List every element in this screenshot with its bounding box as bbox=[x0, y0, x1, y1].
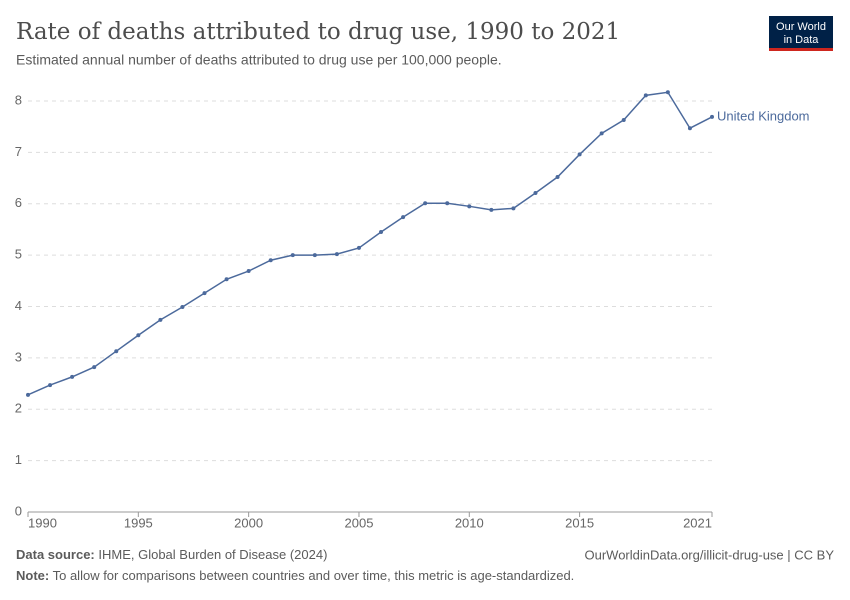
point bbox=[621, 118, 626, 123]
x-tick-label: 2015 bbox=[565, 515, 594, 530]
point bbox=[224, 277, 229, 282]
y-tick-label: 1 bbox=[15, 452, 22, 467]
y-tick-label: 6 bbox=[15, 195, 22, 210]
note-label: Note: bbox=[16, 568, 49, 583]
y-tick-label: 8 bbox=[15, 92, 22, 107]
point bbox=[577, 152, 582, 157]
point bbox=[70, 374, 75, 379]
url[interactable]: OurWorldinData.org/illicit-drug-use | CC… bbox=[585, 547, 835, 562]
logo-text: in Data bbox=[784, 34, 820, 46]
x-tick-label: 1990 bbox=[28, 515, 57, 530]
point bbox=[489, 207, 494, 212]
point bbox=[511, 206, 516, 211]
chart-title: Rate of deaths attributed to drug use, 1… bbox=[16, 19, 620, 45]
y-tick-label: 4 bbox=[15, 298, 22, 313]
source: Data source: IHME, Global Burden of Dise… bbox=[16, 547, 327, 562]
note: Note: To allow for comparisons between c… bbox=[16, 568, 574, 583]
chart-subtitle: Estimated annual number of deaths attrib… bbox=[16, 52, 502, 68]
source-label: Data source: bbox=[16, 547, 95, 562]
point bbox=[356, 245, 361, 250]
source-text: IHME, Global Burden of Disease (2024) bbox=[98, 547, 327, 562]
logo-box bbox=[769, 16, 833, 50]
point bbox=[401, 215, 406, 220]
point bbox=[643, 93, 648, 98]
x-tick-label: 1995 bbox=[124, 515, 153, 530]
point bbox=[379, 230, 384, 235]
y-tick-label: 7 bbox=[15, 144, 22, 159]
note-text: To allow for comparisons between countri… bbox=[53, 568, 575, 583]
point bbox=[665, 90, 670, 95]
point bbox=[533, 190, 538, 195]
point bbox=[26, 392, 30, 397]
y-tick-label: 0 bbox=[15, 503, 22, 518]
x-tick-label: 2010 bbox=[455, 515, 484, 530]
logo-text: Our World bbox=[776, 21, 826, 33]
point bbox=[136, 333, 141, 338]
point bbox=[599, 131, 604, 136]
y-tick-label: 2 bbox=[15, 401, 22, 416]
y-tick-label: 3 bbox=[15, 349, 22, 364]
point bbox=[202, 291, 207, 296]
point bbox=[268, 258, 273, 263]
point bbox=[710, 114, 714, 119]
point bbox=[555, 175, 560, 180]
y-tick-label: 5 bbox=[15, 247, 22, 262]
logo-bar bbox=[769, 48, 833, 51]
point bbox=[92, 365, 97, 370]
series-line bbox=[27, 91, 713, 396]
point bbox=[423, 201, 428, 206]
point bbox=[687, 126, 692, 131]
x-tick-label: 2021 bbox=[683, 515, 712, 530]
point bbox=[467, 204, 472, 209]
point bbox=[334, 252, 339, 257]
point bbox=[48, 383, 53, 388]
x-tick-label: 2005 bbox=[345, 515, 374, 530]
point bbox=[445, 201, 450, 206]
point bbox=[290, 253, 295, 258]
point bbox=[312, 253, 317, 258]
point bbox=[246, 269, 251, 274]
logo: Our World in Data bbox=[769, 16, 833, 51]
point bbox=[158, 317, 163, 322]
series-label: United Kingdom bbox=[717, 108, 810, 123]
point bbox=[114, 349, 119, 354]
x-tick-label: 2000 bbox=[234, 515, 263, 530]
point bbox=[180, 305, 185, 310]
